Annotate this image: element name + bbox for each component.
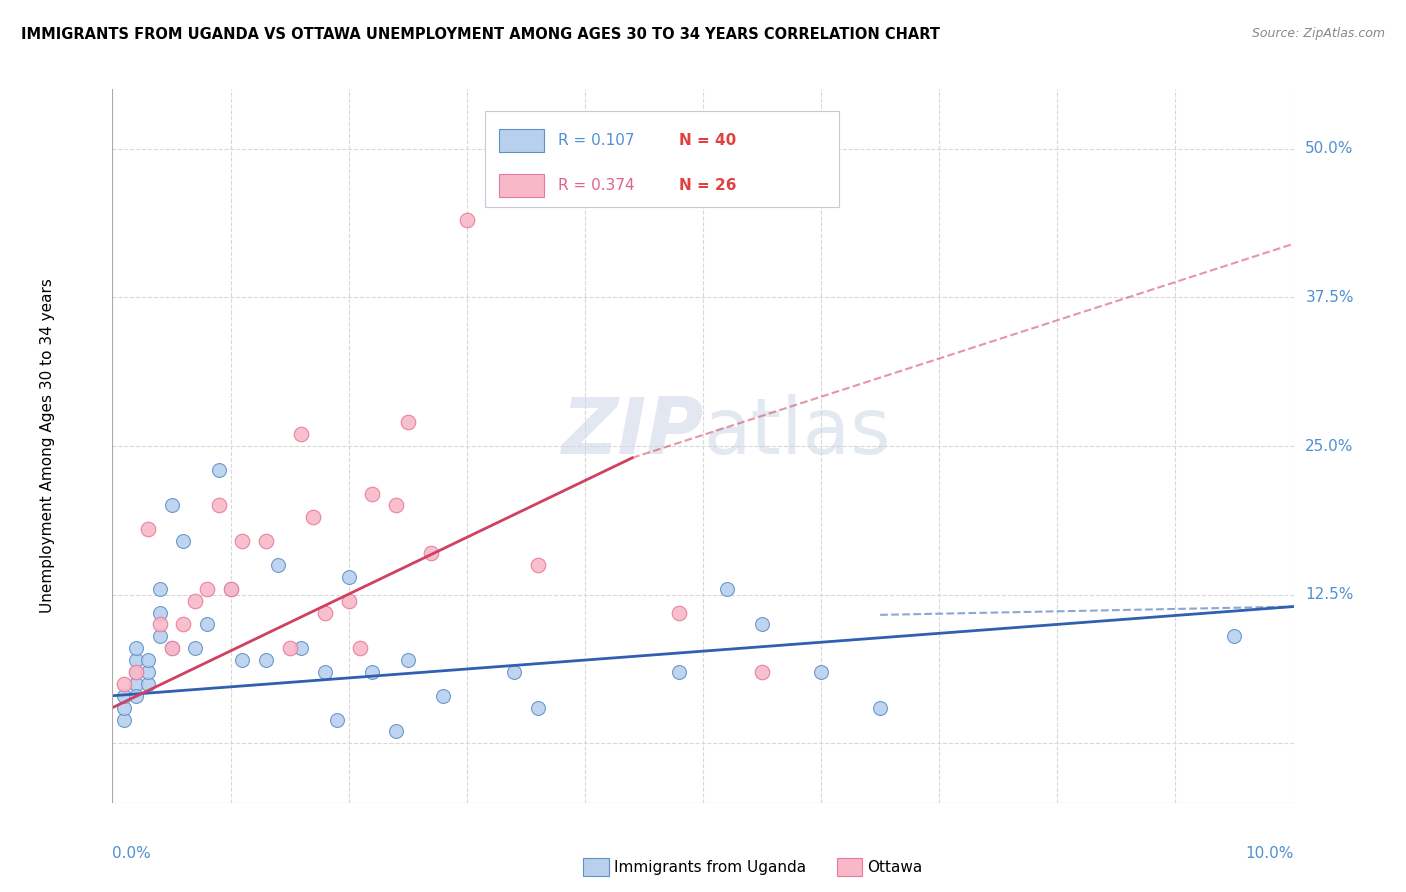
Point: [112, 677, 135, 691]
FancyBboxPatch shape: [485, 111, 839, 207]
Point: [125, 641, 148, 656]
Point: [361, 486, 384, 500]
Point: [267, 558, 290, 572]
Text: R = 0.374: R = 0.374: [558, 178, 634, 193]
Point: [503, 665, 526, 679]
Text: Immigrants from Uganda: Immigrants from Uganda: [614, 860, 807, 874]
Point: [337, 570, 360, 584]
Text: Unemployment Among Ages 30 to 34 years: Unemployment Among Ages 30 to 34 years: [39, 278, 55, 614]
Point: [112, 700, 135, 714]
Point: [112, 689, 135, 703]
Point: [361, 665, 384, 679]
Point: [1223, 629, 1246, 643]
Text: 10.0%: 10.0%: [1246, 846, 1294, 861]
Bar: [499, 174, 544, 197]
Point: [160, 499, 183, 513]
Point: [195, 617, 218, 632]
Point: [125, 665, 148, 679]
Text: IMMIGRANTS FROM UGANDA VS OTTAWA UNEMPLOYMENT AMONG AGES 30 TO 34 YEARS CORRELAT: IMMIGRANTS FROM UGANDA VS OTTAWA UNEMPLO…: [21, 27, 941, 42]
Point: [160, 641, 183, 656]
Point: [231, 653, 253, 667]
Point: [184, 641, 207, 656]
Text: 0.0%: 0.0%: [112, 846, 152, 861]
Text: Source: ZipAtlas.com: Source: ZipAtlas.com: [1251, 27, 1385, 40]
Text: atlas: atlas: [703, 393, 890, 470]
Point: [149, 629, 172, 643]
Point: [526, 558, 548, 572]
Point: [125, 665, 148, 679]
Point: [420, 546, 443, 560]
Point: [149, 617, 172, 632]
Text: Ottawa: Ottawa: [868, 860, 922, 874]
Text: R = 0.107: R = 0.107: [558, 133, 634, 148]
Point: [125, 677, 148, 691]
Point: [278, 641, 301, 656]
Point: [160, 641, 183, 656]
Point: [254, 534, 277, 549]
Point: [125, 689, 148, 703]
Point: [290, 641, 312, 656]
Point: [314, 606, 336, 620]
Point: [195, 582, 218, 596]
Point: [869, 700, 891, 714]
Point: [149, 582, 172, 596]
Point: [751, 665, 773, 679]
Point: [125, 653, 148, 667]
Point: [396, 415, 419, 429]
Text: ZIP: ZIP: [561, 393, 703, 470]
Point: [302, 510, 325, 524]
Point: [254, 653, 277, 667]
Point: [112, 713, 135, 727]
Point: [208, 463, 231, 477]
Point: [810, 665, 832, 679]
Point: [385, 724, 408, 739]
Point: [668, 606, 690, 620]
Point: [219, 582, 242, 596]
Point: [208, 499, 231, 513]
Text: 50.0%: 50.0%: [1305, 141, 1354, 156]
Point: [184, 593, 207, 607]
Text: 12.5%: 12.5%: [1305, 587, 1354, 602]
Point: [136, 653, 159, 667]
Point: [219, 582, 242, 596]
Point: [314, 665, 336, 679]
Text: 25.0%: 25.0%: [1305, 439, 1354, 453]
Point: [716, 582, 738, 596]
Point: [432, 689, 454, 703]
Point: [396, 653, 419, 667]
Point: [136, 677, 159, 691]
Point: [337, 593, 360, 607]
Text: N = 40: N = 40: [679, 133, 737, 148]
Point: [149, 606, 172, 620]
Point: [526, 700, 548, 714]
Point: [172, 617, 194, 632]
Bar: [499, 129, 544, 152]
Point: [326, 713, 349, 727]
Point: [290, 427, 312, 442]
Point: [668, 665, 690, 679]
Point: [385, 499, 408, 513]
Point: [349, 641, 371, 656]
Point: [172, 534, 194, 549]
Point: [136, 522, 159, 536]
Point: [136, 665, 159, 679]
Point: [456, 213, 478, 227]
Text: 37.5%: 37.5%: [1305, 290, 1354, 305]
Point: [751, 617, 773, 632]
Point: [231, 534, 253, 549]
Text: N = 26: N = 26: [679, 178, 737, 193]
